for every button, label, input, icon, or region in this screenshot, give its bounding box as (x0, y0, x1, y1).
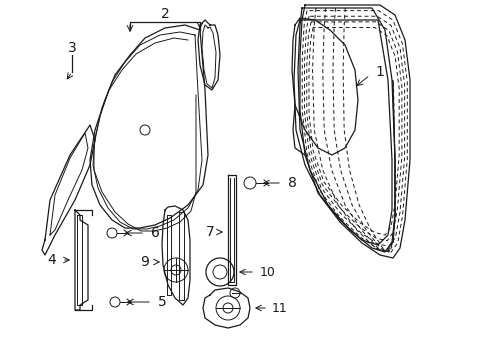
Text: 1: 1 (375, 65, 384, 79)
Text: 8: 8 (287, 176, 296, 190)
Text: 7: 7 (205, 225, 214, 239)
Text: 4: 4 (47, 253, 56, 267)
Text: 5: 5 (157, 295, 166, 309)
Text: 6: 6 (150, 226, 159, 240)
Text: 2: 2 (160, 7, 169, 21)
Text: 10: 10 (260, 266, 275, 279)
Text: 9: 9 (140, 255, 149, 269)
Text: 3: 3 (67, 41, 76, 55)
Text: 11: 11 (271, 302, 287, 315)
